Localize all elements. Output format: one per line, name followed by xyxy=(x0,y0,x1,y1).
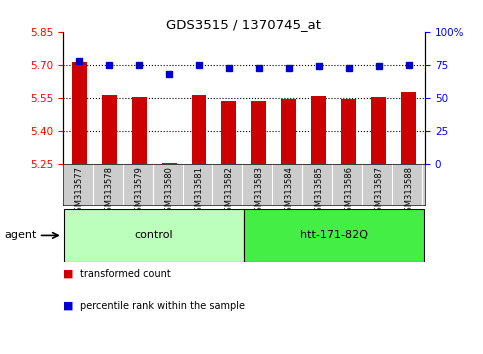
Text: ■: ■ xyxy=(63,301,73,311)
Bar xyxy=(222,101,237,164)
Bar xyxy=(192,95,207,164)
Text: GSM313587: GSM313587 xyxy=(374,166,383,217)
Text: GSM313581: GSM313581 xyxy=(195,166,203,217)
Text: GSM313584: GSM313584 xyxy=(284,166,293,217)
Title: GDS3515 / 1370745_at: GDS3515 / 1370745_at xyxy=(167,18,321,31)
Text: GSM313580: GSM313580 xyxy=(165,166,173,217)
Text: control: control xyxy=(135,230,173,240)
Bar xyxy=(401,92,416,164)
Bar xyxy=(244,209,424,262)
Text: GSM313586: GSM313586 xyxy=(344,166,353,217)
Text: GSM313582: GSM313582 xyxy=(225,166,233,217)
Bar xyxy=(102,95,117,164)
Text: htt-171-82Q: htt-171-82Q xyxy=(300,230,368,240)
Text: GSM313577: GSM313577 xyxy=(75,166,84,217)
Bar xyxy=(281,99,296,164)
Text: agent: agent xyxy=(5,230,37,240)
Bar xyxy=(72,62,87,164)
Bar xyxy=(341,99,356,164)
Text: GSM313578: GSM313578 xyxy=(105,166,114,217)
Bar xyxy=(371,97,386,164)
Bar xyxy=(311,96,326,164)
Text: transformed count: transformed count xyxy=(80,269,170,279)
Text: ■: ■ xyxy=(63,269,73,279)
Text: GSM313585: GSM313585 xyxy=(314,166,323,217)
Bar xyxy=(162,163,177,164)
Bar xyxy=(64,209,244,262)
Text: percentile rank within the sample: percentile rank within the sample xyxy=(80,301,245,311)
Bar xyxy=(251,101,266,164)
Text: GSM313583: GSM313583 xyxy=(255,166,263,217)
Text: GSM313579: GSM313579 xyxy=(135,166,143,217)
Bar xyxy=(132,97,147,164)
Text: GSM313588: GSM313588 xyxy=(404,166,413,217)
